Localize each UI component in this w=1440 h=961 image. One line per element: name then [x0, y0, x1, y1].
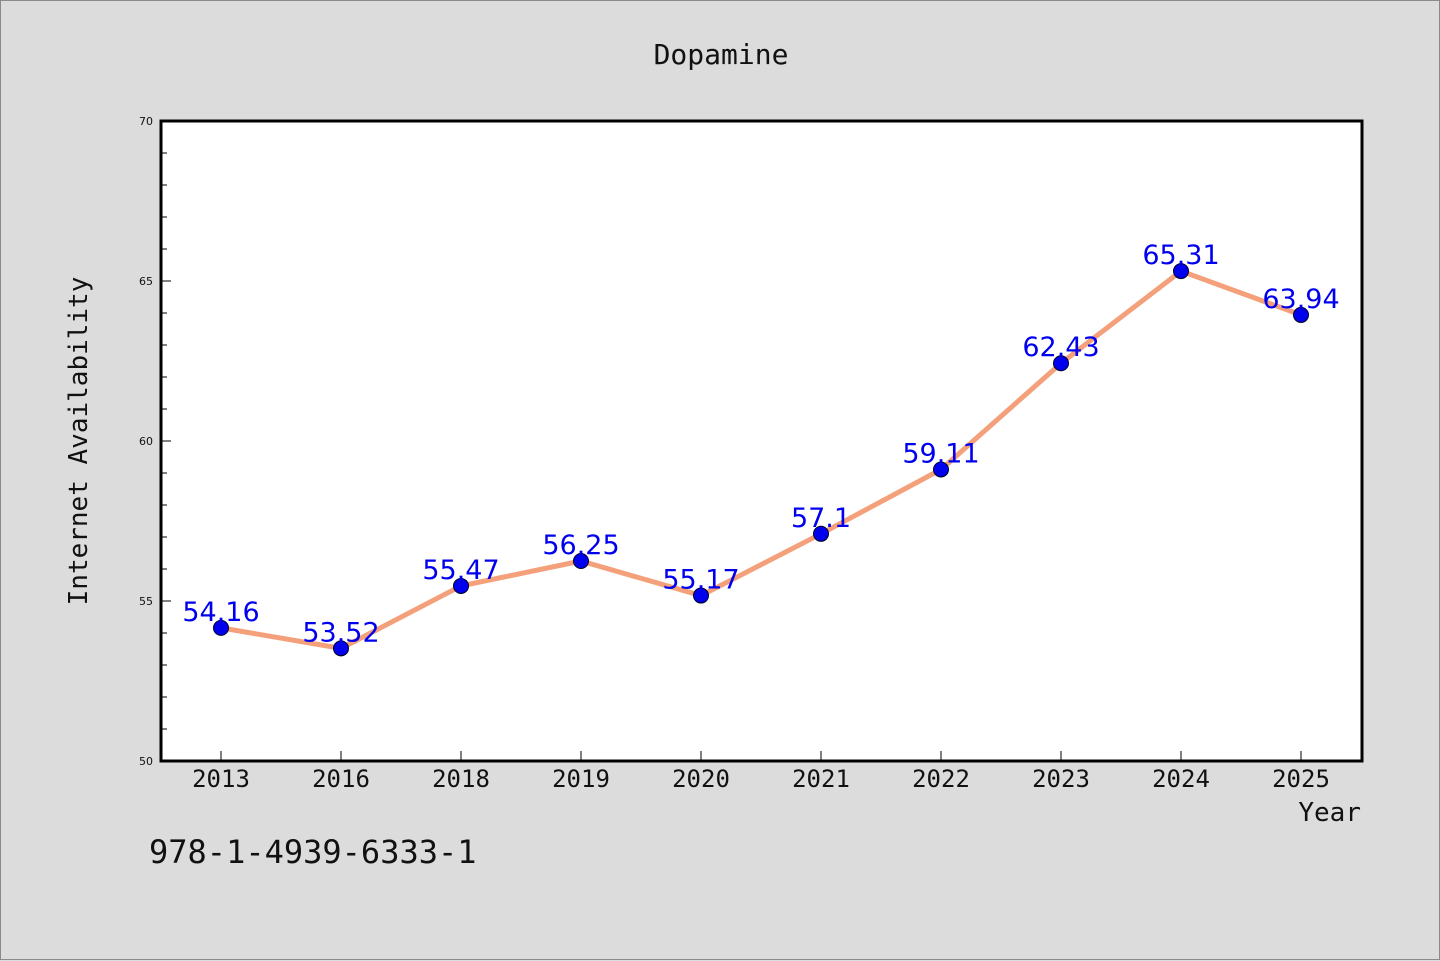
data-label: 63.94	[1262, 284, 1339, 315]
x-tick-label: 2024	[1152, 765, 1210, 793]
data-point	[333, 640, 349, 657]
y-tick-label: 55	[139, 595, 153, 608]
data-label: 57.1	[791, 503, 851, 534]
data-point	[693, 587, 709, 604]
x-tick-label: 2020	[672, 765, 730, 793]
data-point	[1173, 263, 1189, 280]
data-point	[1053, 355, 1069, 372]
data-point	[573, 553, 589, 569]
series-group: 54.16 53.52 55.47 56.25 55.17 57.1 59.11 62.43 6…	[182, 240, 1340, 657]
x-tick-label: 2013	[192, 765, 250, 793]
y-tick-label: 50	[139, 755, 153, 768]
y-axis-label: Internet Availability	[64, 277, 94, 606]
data-label: 53.52	[302, 617, 379, 648]
y-axis-ticks: 50 55 60 65 70	[139, 115, 171, 768]
data-label: 54.16	[182, 597, 259, 628]
chart-title: Dopamine	[654, 38, 789, 71]
x-tick-label: 2025	[1272, 765, 1330, 793]
x-tick-label: 2022	[912, 765, 970, 793]
x-tick-label: 2016	[312, 765, 370, 793]
x-tick-label: 2018	[432, 765, 490, 793]
data-point	[453, 577, 469, 594]
data-label: 56.25	[542, 530, 619, 561]
y-tick-label: 70	[139, 115, 153, 128]
data-label: 62.43	[1022, 332, 1099, 363]
data-label: 65.31	[1142, 240, 1219, 271]
isbn-text: 978-1-4939-6333-1	[149, 833, 477, 871]
x-axis-label: Year	[1298, 798, 1361, 828]
data-label: 59.11	[902, 438, 979, 469]
data-point	[1293, 306, 1309, 323]
series-line	[218, 268, 1304, 651]
data-label: 55.47	[422, 555, 499, 586]
y-tick-label: 60	[139, 435, 153, 448]
data-label: 55.17	[662, 565, 739, 596]
plot-area	[159, 119, 1364, 763]
data-point	[213, 619, 229, 636]
data-point	[813, 525, 829, 542]
x-tick-label: 2019	[552, 765, 610, 793]
y-tick-label: 65	[139, 275, 153, 288]
x-tick-label: 2023	[1032, 765, 1090, 793]
data-point	[933, 461, 949, 478]
x-tick-label: 2021	[792, 765, 850, 793]
x-axis-ticks: 2013 2016 2018 2019 2020 2021 2022 2023 2024 2025	[192, 751, 1330, 793]
